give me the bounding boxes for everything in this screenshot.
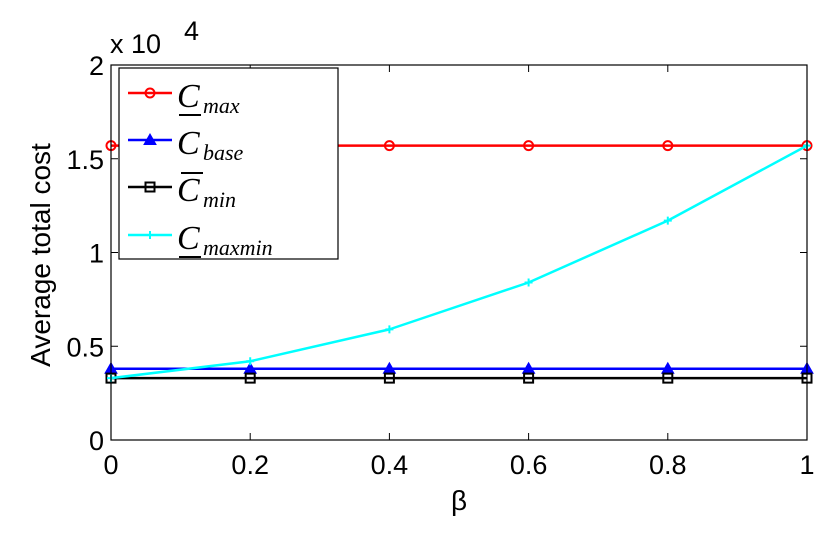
y-tick-label: 0 [89, 426, 104, 456]
data-point-min-3 [523, 372, 535, 384]
data-point-maxmin-4 [663, 216, 672, 225]
series-line-maxmin [110, 144, 808, 380]
legend-label-base: C [177, 125, 200, 162]
legend-box [118, 67, 339, 260]
x-axis-label: β [451, 485, 467, 516]
x-tick-label: 0.4 [371, 450, 409, 480]
data-point-max-2 [383, 140, 395, 152]
x-tick-label: 0 [103, 450, 118, 480]
x-tick-label: 0.8 [649, 450, 687, 480]
legend-label-sub: min [203, 187, 236, 212]
y-tick-label: 2 [89, 51, 104, 81]
legend-marker [146, 231, 154, 239]
legend-marker [143, 132, 157, 145]
y-multiplier-exponent: 4 [184, 16, 199, 46]
data-point-min-1 [244, 372, 256, 384]
data-point-min-4 [662, 372, 674, 384]
legend-label-base: C [177, 78, 200, 115]
y-axis-label: Average total cost [25, 143, 56, 367]
ticks-layer: 0 0.2 0.4 0.6 0.8 1 0 0.5 1 1.5 2 [66, 51, 814, 480]
y-tick-label: 1 [89, 239, 104, 269]
legend-label-sub: base [203, 140, 244, 165]
x-tick-label: 1 [799, 450, 814, 480]
y-multiplier-base: x 10 [110, 29, 161, 59]
data-point-maxmin-3 [524, 278, 533, 287]
x-tick-label: 0.6 [510, 450, 548, 480]
legend-label-base: C [177, 220, 200, 257]
legend-label-sub: max [203, 93, 240, 118]
legend-marker [144, 181, 156, 193]
legend-marker [144, 87, 156, 99]
x-tick-label: 0.2 [231, 450, 269, 480]
data-point-max-3 [523, 140, 535, 152]
data-point-maxmin-2 [385, 325, 394, 334]
legend-label-sub: maxmin [203, 235, 273, 260]
y-tick-label: 1.5 [66, 145, 104, 175]
data-point-min-2 [383, 372, 395, 384]
legend-label-base: C [177, 172, 200, 209]
y-tick-label: 0.5 [66, 332, 104, 362]
data-point-maxmin-1 [246, 357, 255, 366]
y-multiplier: x 10 4 [110, 16, 199, 59]
data-point-max-4 [662, 140, 674, 152]
